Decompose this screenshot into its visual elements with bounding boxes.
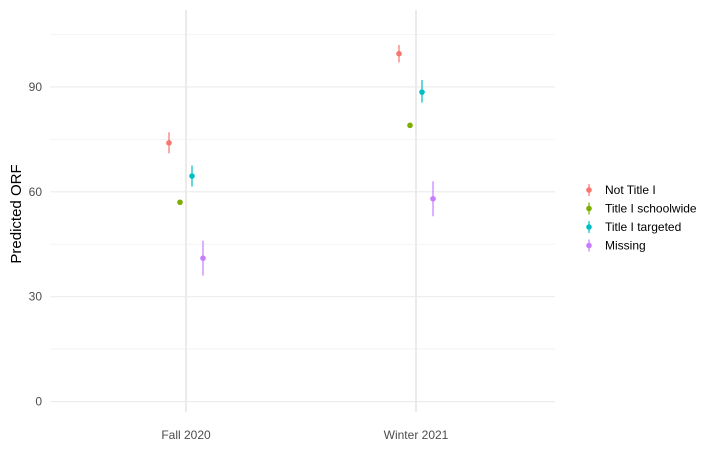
y-axis-title: Predicted ORF [8,164,25,263]
y-tick-label: 0 [35,395,42,409]
y-axis-tick-labels: 0 30 60 90 [29,80,43,409]
y-tick-label: 30 [29,290,43,304]
data-marks [166,44,436,276]
data-point [430,195,436,202]
legend: Not Title I Title I schoolwide Title I tar… [586,183,697,253]
legend-key [586,184,592,196]
x-tick-label: Fall 2020 [161,428,211,442]
x-tick-label: Winter 2021 [384,428,449,442]
data-point [177,199,183,206]
legend-key [586,221,592,233]
x-axis-tick-labels: Fall 2020 Winter 2021 [161,428,448,442]
data-point [200,255,206,261]
legend-label: Title I schoolwide [605,202,697,216]
legend-label: Missing [605,239,646,253]
legend-label: Title I targeted [605,220,681,234]
minor-gridlines [50,34,555,350]
y-tick-label: 60 [29,185,43,199]
y-tick-label: 90 [29,80,43,94]
legend-key [586,239,592,252]
major-gridlines [50,10,555,412]
data-point [419,89,425,95]
data-point [189,173,195,179]
data-point [396,50,402,57]
data-point [166,140,172,146]
legend-key [586,202,592,215]
legend-label: Not Title I [605,183,656,197]
data-point [407,122,413,129]
